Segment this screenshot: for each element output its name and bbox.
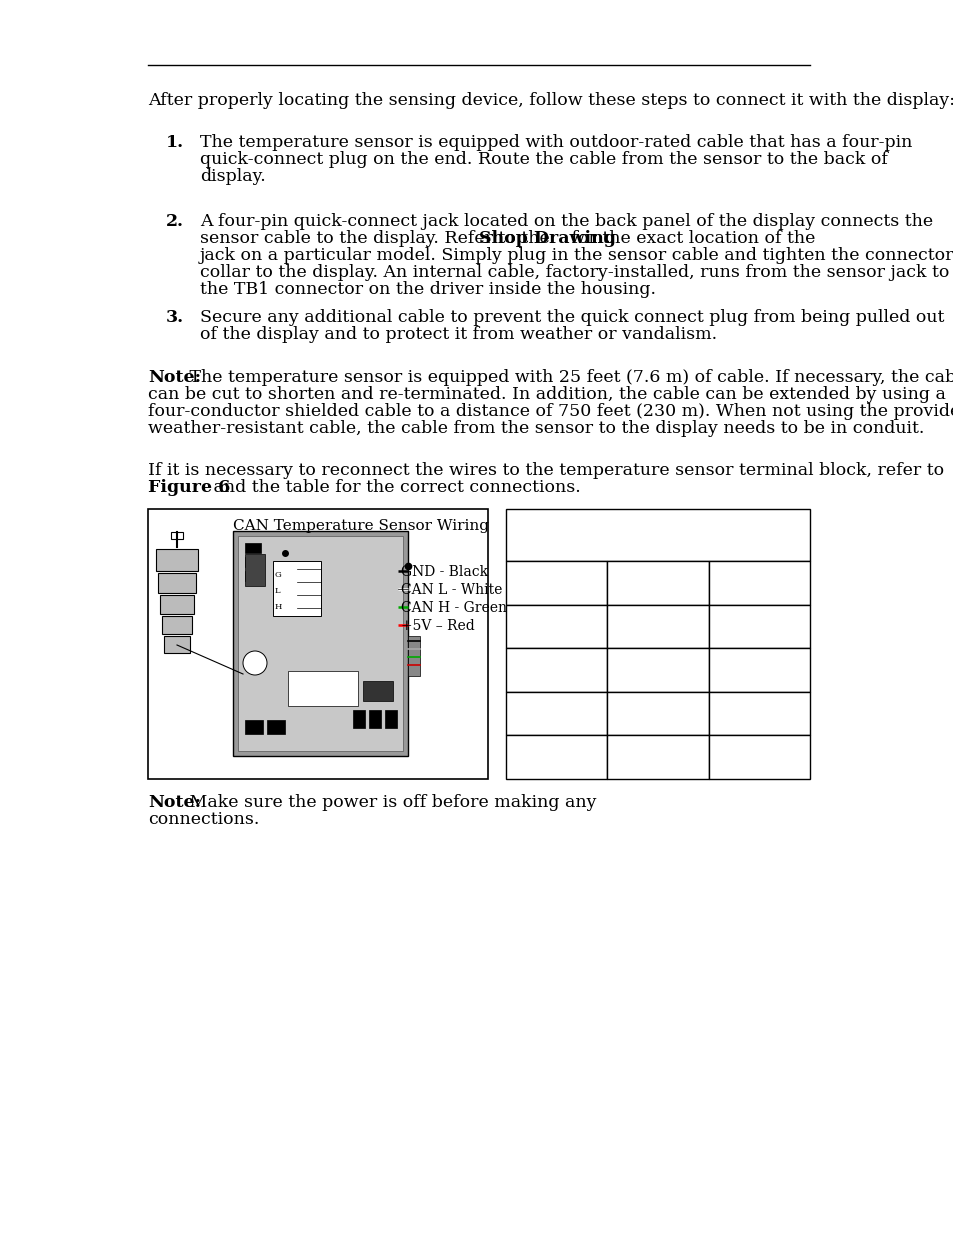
Bar — [505, 692, 607, 735]
Bar — [233, 531, 408, 756]
Text: If it is necessary to reconnect the wires to the temperature sensor terminal blo: If it is necessary to reconnect the wire… — [148, 462, 943, 479]
Bar — [160, 595, 193, 614]
Bar — [505, 735, 607, 779]
Text: four-conductor shielded cable to a distance of 750 feet (230 m). When not using : four-conductor shielded cable to a dista… — [148, 403, 953, 420]
Bar — [353, 710, 365, 727]
Bar — [408, 636, 419, 676]
Text: sensor cable to the display. Refer to the: sensor cable to the display. Refer to th… — [200, 230, 555, 247]
Circle shape — [243, 651, 267, 676]
Text: After properly locating the sensing device, follow these steps to connect it wit: After properly locating the sensing devi… — [148, 91, 953, 109]
Text: and the table for the correct connections.: and the table for the correct connection… — [208, 479, 580, 496]
Text: The temperature sensor is equipped with outdoor-rated cable that has a four-pin: The temperature sensor is equipped with … — [200, 135, 911, 151]
Bar — [708, 561, 809, 605]
Bar — [363, 680, 393, 701]
Bar — [505, 648, 607, 692]
Text: CAN H - Green: CAN H - Green — [400, 601, 506, 615]
Text: Shop Drawing: Shop Drawing — [478, 230, 616, 247]
Text: quick-connect plug on the end. Route the cable from the sensor to the back of: quick-connect plug on the end. Route the… — [200, 151, 887, 168]
Bar — [505, 561, 607, 605]
Bar — [245, 555, 265, 585]
Text: connections.: connections. — [148, 811, 259, 827]
Text: L: L — [274, 587, 280, 595]
Bar — [708, 692, 809, 735]
Text: CAN L - White: CAN L - White — [400, 583, 502, 597]
Text: G: G — [274, 571, 281, 579]
Bar — [156, 550, 198, 571]
Text: +5V – Red: +5V – Red — [400, 619, 475, 634]
Text: the TB1 connector on the driver inside the housing.: the TB1 connector on the driver inside t… — [200, 282, 656, 298]
Bar — [607, 605, 708, 648]
Text: can be cut to shorten and re-terminated. In addition, the cable can be extended : can be cut to shorten and re-terminated.… — [148, 387, 944, 403]
Bar — [369, 710, 380, 727]
Bar — [505, 509, 809, 561]
Text: display.: display. — [200, 168, 266, 185]
Text: 2.: 2. — [166, 212, 184, 230]
Text: A four-pin quick-connect jack located on the back panel of the display connects : A four-pin quick-connect jack located on… — [200, 212, 932, 230]
Text: GND - Black: GND - Black — [400, 564, 488, 579]
Bar — [288, 671, 357, 706]
Text: The temperature sensor is equipped with 25 feet (7.6 m) of cable. If necessary, : The temperature sensor is equipped with … — [184, 369, 953, 387]
Text: 1.: 1. — [166, 135, 184, 151]
Text: for the exact location of the: for the exact location of the — [565, 230, 814, 247]
Text: weather-resistant cable, the cable from the sensor to the display needs to be in: weather-resistant cable, the cable from … — [148, 420, 923, 437]
Bar — [162, 616, 192, 634]
Bar — [158, 573, 195, 593]
Bar — [237, 536, 402, 751]
Text: Note:: Note: — [148, 794, 201, 811]
Bar — [267, 720, 285, 734]
Bar — [607, 735, 708, 779]
Text: H: H — [274, 603, 282, 611]
Bar — [245, 571, 261, 580]
Bar — [607, 561, 708, 605]
Bar — [245, 557, 261, 567]
Bar — [245, 720, 263, 734]
Bar — [607, 648, 708, 692]
Bar — [273, 561, 320, 616]
Text: Make sure the power is off before making any: Make sure the power is off before making… — [184, 794, 596, 811]
Bar — [708, 605, 809, 648]
Bar — [708, 648, 809, 692]
Bar — [164, 636, 190, 653]
Bar — [385, 710, 396, 727]
Bar — [607, 692, 708, 735]
Text: 3.: 3. — [166, 309, 184, 326]
Text: of the display and to protect it from weather or vandalism.: of the display and to protect it from we… — [200, 326, 717, 343]
Bar — [245, 543, 261, 553]
Text: jack on a particular model. Simply plug in the sensor cable and tighten the conn: jack on a particular model. Simply plug … — [200, 247, 953, 264]
Text: Figure 6: Figure 6 — [148, 479, 230, 496]
Bar — [708, 735, 809, 779]
Bar — [148, 509, 488, 779]
Text: CAN Temperature Sensor Wiring: CAN Temperature Sensor Wiring — [233, 519, 489, 534]
Text: collar to the display. An internal cable, factory-installed, runs from the senso: collar to the display. An internal cable… — [200, 264, 948, 282]
Bar — [505, 605, 607, 648]
Text: Secure any additional cable to prevent the quick connect plug from being pulled : Secure any additional cable to prevent t… — [200, 309, 943, 326]
Text: Note:: Note: — [148, 369, 201, 387]
Bar — [171, 532, 183, 538]
